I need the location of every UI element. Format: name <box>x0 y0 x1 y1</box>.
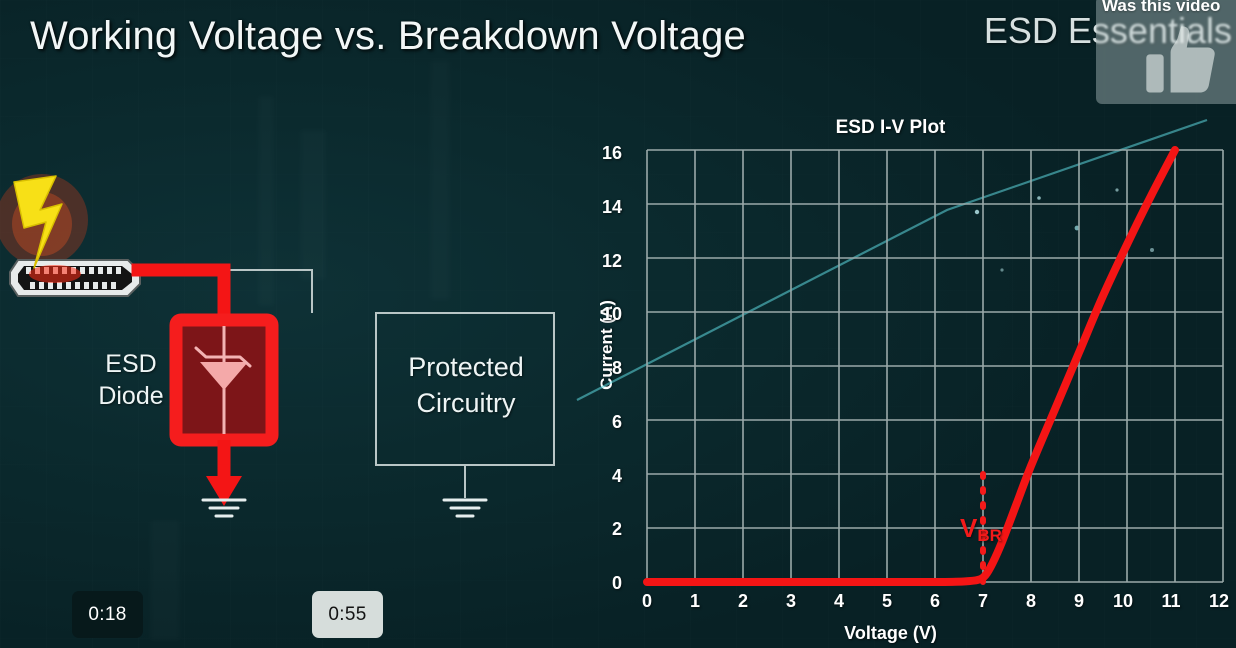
slide-title: Working Voltage vs. Breakdown Voltage <box>30 14 746 58</box>
iv-curve <box>643 146 1179 587</box>
x-tick-label: 5 <box>881 591 892 611</box>
x-tick-label: 0 <box>641 591 652 611</box>
circuit-diagram <box>0 174 555 518</box>
survey-question-text: Was this video <box>1102 0 1221 15</box>
chart-xlabel: Voltage (V) <box>844 623 937 643</box>
x-tick-label: 7 <box>977 591 988 611</box>
vbr-main: V <box>960 513 978 543</box>
chart-ylabel: Current (A) <box>597 300 616 390</box>
x-tick-label: 6 <box>929 591 940 611</box>
decorative-streak <box>576 118 1208 401</box>
chart-plot-area <box>576 118 1224 587</box>
y-tick-label: 14 <box>601 197 622 217</box>
x-tick-label: 12 <box>1208 591 1230 611</box>
ground-symbol-icon <box>201 498 247 518</box>
video-survey-overlay[interactable]: Was this video <box>1096 0 1236 104</box>
esd-diode-block <box>169 313 279 447</box>
esd-diode-label-line1: ESD <box>105 350 157 378</box>
timestamp-current[interactable]: 0:18 <box>72 591 143 638</box>
y-tick-label: 12 <box>601 251 622 271</box>
y-tick-label: 0 <box>611 573 622 593</box>
y-tick-label: 8 <box>611 358 622 378</box>
lightning-bolt-icon <box>13 175 63 269</box>
x-tick-label: 3 <box>785 591 796 611</box>
ground-symbol-icon <box>442 498 488 518</box>
x-tick-label: 11 <box>1161 591 1181 611</box>
current-arrow-icon <box>206 476 242 506</box>
esd-diode-label: ESD Diode <box>88 348 174 412</box>
esd-trace-top <box>131 263 231 327</box>
thumbs-up-icon[interactable] <box>1144 22 1218 96</box>
protected-label-line1: Protected <box>408 352 524 382</box>
chart-title: ESD I-V Plot <box>835 117 946 138</box>
chart-gridlines <box>646 149 1224 583</box>
y-tick-label: 4 <box>611 466 622 486</box>
y-tick-label: 2 <box>611 519 622 539</box>
x-tick-label: 4 <box>833 591 844 611</box>
x-tick-label: 9 <box>1073 591 1084 611</box>
y-tick-label: 16 <box>601 143 622 163</box>
esd-diode-label-line2: Diode <box>98 382 164 410</box>
hdmi-connector-icon <box>9 259 141 297</box>
x-tick-label: 2 <box>737 591 748 611</box>
timestamp-total[interactable]: 0:55 <box>312 591 383 638</box>
vbr-subscript: BR <box>977 526 1002 546</box>
vbr-annotation: VBR <box>960 513 1002 546</box>
esd-iv-chart: ESD I-V Plot Current (A) Voltage (V) 16 … <box>575 105 1236 648</box>
x-tick-label: 1 <box>689 591 700 611</box>
x-tick-label: 8 <box>1025 591 1036 611</box>
protected-label-line2: Circuitry <box>416 387 516 418</box>
y-tick-label: 10 <box>601 304 622 324</box>
protected-circuitry-label: Protected Circuitry <box>380 350 552 421</box>
x-tick-label: 10 <box>1112 591 1134 611</box>
y-tick-label: 6 <box>611 412 622 432</box>
